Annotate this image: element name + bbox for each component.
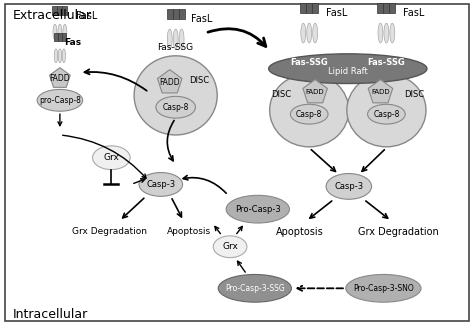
Ellipse shape (390, 23, 395, 43)
Text: DISC: DISC (404, 90, 424, 99)
Ellipse shape (53, 24, 57, 40)
Ellipse shape (213, 236, 247, 258)
Text: Pro-Casp-3-SSG: Pro-Casp-3-SSG (225, 284, 285, 293)
Ellipse shape (63, 24, 67, 40)
Bar (377, 3, 383, 13)
Bar (389, 3, 395, 13)
Text: Fas-SSG: Fas-SSG (291, 58, 328, 67)
Text: Pro-Casp-3-SNO: Pro-Casp-3-SNO (353, 284, 414, 293)
Bar (53, 6, 57, 15)
Ellipse shape (307, 23, 312, 43)
Ellipse shape (167, 29, 172, 49)
Text: Casp-3: Casp-3 (146, 180, 175, 189)
Bar (167, 9, 173, 19)
Bar (179, 9, 184, 19)
Ellipse shape (179, 29, 184, 49)
Bar (383, 3, 389, 13)
Ellipse shape (139, 172, 182, 196)
Bar (301, 3, 306, 13)
Ellipse shape (58, 49, 62, 63)
Ellipse shape (92, 146, 130, 170)
Text: Grx Degradation: Grx Degradation (72, 227, 147, 236)
Ellipse shape (270, 74, 349, 147)
Ellipse shape (347, 74, 426, 147)
Text: pro-Casp-8: pro-Casp-8 (39, 96, 81, 105)
Polygon shape (368, 80, 392, 103)
Text: Pro-Casp-3: Pro-Casp-3 (235, 205, 281, 214)
Ellipse shape (134, 56, 217, 135)
Ellipse shape (291, 104, 328, 124)
Text: FasL: FasL (76, 11, 97, 21)
Text: Fas-SSG: Fas-SSG (157, 43, 194, 52)
Polygon shape (157, 70, 182, 93)
Text: Fas-SSG: Fas-SSG (367, 58, 405, 67)
Text: FADD: FADD (159, 78, 180, 87)
Text: Casp-8: Casp-8 (373, 110, 400, 119)
Text: FADD: FADD (371, 89, 390, 96)
Bar (63, 6, 67, 15)
Ellipse shape (37, 89, 82, 111)
Text: FasL: FasL (191, 14, 213, 24)
Ellipse shape (378, 23, 383, 43)
Ellipse shape (269, 54, 427, 83)
Ellipse shape (226, 195, 290, 223)
Bar (57, 6, 63, 15)
Text: Apoptosis: Apoptosis (275, 227, 323, 237)
Text: Lipid Raft: Lipid Raft (328, 67, 368, 76)
Text: Casp-8: Casp-8 (163, 103, 189, 112)
Ellipse shape (218, 274, 292, 302)
Bar (58, 33, 62, 41)
Bar (306, 3, 312, 13)
Ellipse shape (313, 23, 318, 43)
Bar (62, 33, 66, 41)
Text: Apoptosis: Apoptosis (166, 227, 210, 236)
Polygon shape (50, 68, 70, 87)
Bar (312, 3, 318, 13)
Text: DISC: DISC (189, 76, 210, 84)
Ellipse shape (384, 23, 389, 43)
Text: Grx: Grx (103, 153, 119, 162)
Ellipse shape (326, 173, 372, 199)
Bar (173, 9, 179, 19)
Text: FasL: FasL (326, 8, 347, 18)
Text: Casp-3: Casp-3 (334, 182, 364, 191)
Bar (54, 33, 58, 41)
Ellipse shape (301, 23, 306, 43)
Polygon shape (303, 80, 328, 103)
Text: Grx: Grx (222, 242, 238, 251)
Text: DISC: DISC (272, 90, 292, 99)
Text: Grx Degradation: Grx Degradation (358, 227, 438, 237)
Text: FasL: FasL (403, 8, 425, 18)
Text: Casp-8: Casp-8 (296, 110, 322, 119)
Ellipse shape (156, 96, 195, 118)
Ellipse shape (58, 24, 62, 40)
Text: Intracellular: Intracellular (12, 308, 88, 321)
Text: Fas: Fas (64, 38, 81, 47)
Ellipse shape (173, 29, 178, 49)
Text: FADD: FADD (50, 74, 70, 83)
Ellipse shape (62, 49, 65, 63)
Text: FADD: FADD (306, 89, 325, 96)
Text: Extracellular: Extracellular (12, 9, 91, 22)
Ellipse shape (368, 104, 405, 124)
Ellipse shape (54, 49, 58, 63)
Ellipse shape (346, 274, 421, 302)
